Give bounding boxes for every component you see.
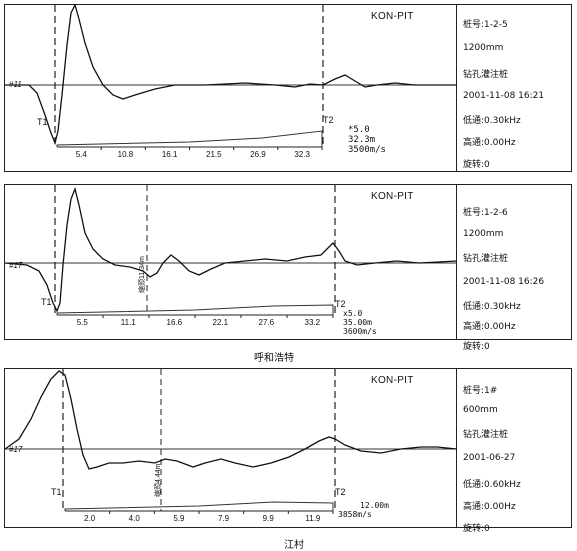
readout-2-scale: x5.0 [343, 309, 363, 318]
readout-1-length: 32.3m [348, 135, 376, 145]
x-tick-label: 2.0 [84, 514, 96, 523]
info-line: 钻孔灌注桩 [463, 254, 509, 264]
info-line: 旋转:0 [463, 160, 490, 170]
defect-marker-label-2: 缩颈11.34m [139, 256, 146, 293]
defect-marker-label-3: 缩颈4.44m [155, 463, 162, 497]
info-line: 2001-11-08 16:26 [463, 277, 545, 287]
readout-3-length: 12.00m [360, 501, 389, 510]
info-panel-1: 桩号:1-2-5 1200mm 钻孔灌注桩 2001-11-08 16:21 低通:0.… [457, 5, 571, 171]
x-tick-label: 5.5 [76, 318, 88, 327]
x-tick-label: 21.5 [205, 150, 222, 159]
channel-label-1: #11 [9, 80, 22, 89]
amplification-curve-2 [56, 304, 334, 315]
info-line: 钻孔灌注桩 [463, 430, 509, 440]
x-tick-label: 7.9 [218, 514, 230, 523]
waveform-area-1: KON-PIT #11 T1 T2 *5.0 32.3m 3500m/s 5.4… [5, 5, 457, 171]
readout-2-velocity: 3600m/s [343, 327, 377, 336]
info-line: 旋转:0 [463, 524, 490, 534]
info-line: 桩号:1-2-6 [463, 208, 508, 218]
readout-1-scale: *5.0 [348, 125, 370, 135]
channel-label-2: #17 [9, 261, 23, 270]
info-line: 高通:0.00Hz [463, 502, 516, 512]
t1-label-2: T1 [41, 297, 52, 307]
info-line: 1200mm [463, 229, 504, 239]
readout-1-velocity: 3500m/s [348, 145, 386, 155]
x-tick-label: 5.9 [173, 514, 185, 523]
info-line: 2001-06-27 [463, 453, 516, 463]
info-panel-3: 桩号:1# 600mm 钻孔灌注桩 2001-06-27 低通:0.60kHz 高通:0.… [457, 369, 571, 534]
caption-2: 呼和浩特 [254, 353, 294, 364]
pile-test-panel-2: KON-PIT #17 T1 T2 缩颈11.34m x5.0 35.00m 3… [4, 184, 572, 352]
amplification-curve-3 [64, 501, 334, 511]
x-tick-label: 32.3 [294, 150, 310, 159]
pile-test-panel-1: KON-PIT #11 T1 T2 *5.0 32.3m 3500m/s 5.4… [4, 4, 572, 172]
waveform-trace-3 [5, 370, 457, 470]
info-line: 高通:0.00Hz [463, 138, 516, 148]
t2-label-2: T2 [335, 299, 346, 309]
channel-label-3: #17 [9, 445, 23, 454]
waveform-area-3: KON-PIT #17 T1 T2 缩颈4.44m 12.00m 3858m/s… [5, 369, 457, 527]
waveform-trace-2 [5, 186, 457, 313]
x-tick-label: 27.6 [258, 318, 275, 327]
t2-label-1: T2 [323, 115, 334, 125]
x-tick-label: 11.9 [305, 514, 321, 523]
t2-label-3: T2 [335, 487, 346, 497]
logo-1: KON-PIT [371, 11, 414, 22]
info-line: 600mm [463, 405, 498, 415]
x-tick-label: 4.0 [128, 514, 140, 523]
info-line: 1200mm [463, 43, 504, 53]
readout-2-length: 35.00m [343, 318, 372, 327]
t1-label-1: T1 [37, 117, 48, 127]
info-line: 桩号:1-2-5 [463, 20, 508, 30]
logo-3: KON-PIT [371, 375, 414, 386]
waveform-svg-2 [5, 185, 457, 318]
x-tick-label: 5.4 [75, 150, 87, 159]
info-line: 旋转:0 [463, 342, 490, 352]
info-line: 桩号:1# [463, 386, 498, 396]
x-tick-label: 26.9 [250, 150, 266, 159]
waveform-svg-3 [5, 369, 457, 514]
x-tick-label: 9.9 [262, 514, 274, 523]
waveform-trace-1 [5, 5, 457, 146]
x-tick-label: 16.6 [166, 318, 183, 327]
amplification-curve-1 [56, 130, 323, 147]
waveform-area-2: KON-PIT #17 T1 T2 缩颈11.34m x5.0 35.00m 3… [5, 185, 457, 339]
x-tick-label: 16.1 [161, 150, 178, 159]
x-tick-label: 22.1 [212, 318, 229, 327]
waveform-svg-1 [5, 5, 457, 150]
info-line: 钻孔灌注桩 [463, 70, 509, 80]
readout-3-velocity: 3858m/s [338, 510, 372, 519]
pile-test-panel-3: KON-PIT #17 T1 T2 缩颈4.44m 12.00m 3858m/s… [4, 368, 572, 534]
info-line: 低通:0.30kHz [463, 116, 521, 126]
t1-label-3: T1 [51, 487, 62, 497]
info-line: 高通:0.00Hz [463, 322, 516, 332]
x-tick-label: 10.8 [117, 150, 134, 159]
info-line: 低通:0.30kHz [463, 302, 521, 312]
x-tick-label: 33.2 [304, 318, 321, 327]
logo-2: KON-PIT [371, 191, 414, 202]
info-line: 低通:0.60kHz [463, 480, 521, 490]
info-panel-2: 桩号:1-2-6 1200mm 钻孔灌注桩 2001-11-08 16:26 低通:0.… [457, 185, 571, 352]
info-line: 2001-11-08 16:21 [463, 91, 545, 101]
x-tick-label: 11.1 [120, 318, 136, 327]
caption-3: 江村 [284, 540, 304, 551]
